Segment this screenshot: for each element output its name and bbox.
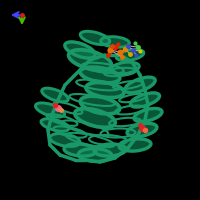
Ellipse shape [43, 120, 67, 130]
Ellipse shape [82, 32, 108, 44]
Ellipse shape [83, 97, 117, 113]
Ellipse shape [71, 51, 109, 69]
Ellipse shape [102, 37, 128, 47]
Ellipse shape [80, 149, 110, 161]
Ellipse shape [132, 94, 158, 106]
Ellipse shape [83, 68, 117, 82]
Ellipse shape [77, 110, 113, 126]
Ellipse shape [129, 124, 155, 136]
Ellipse shape [43, 89, 67, 101]
Ellipse shape [118, 50, 142, 60]
Ellipse shape [113, 63, 137, 73]
Ellipse shape [88, 83, 122, 97]
Ellipse shape [127, 78, 153, 92]
Ellipse shape [37, 104, 63, 116]
Ellipse shape [136, 109, 160, 121]
Ellipse shape [67, 43, 93, 57]
Ellipse shape [66, 145, 94, 155]
Ellipse shape [96, 145, 124, 155]
Ellipse shape [52, 134, 78, 146]
Ellipse shape [121, 140, 149, 150]
